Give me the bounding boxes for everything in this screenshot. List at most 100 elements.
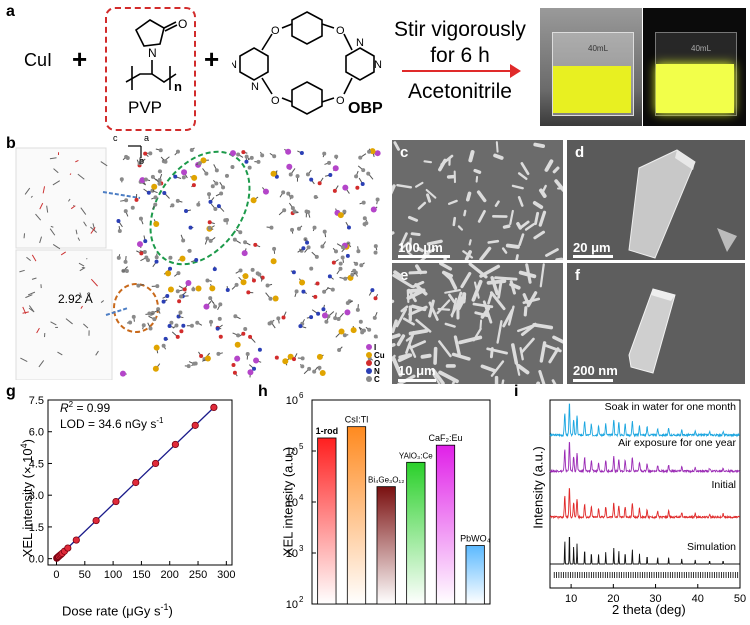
sem-crystal	[489, 347, 494, 359]
sem-c-scale: 100 μm	[398, 240, 443, 255]
g-xlabel: Dose rate (μGy s-1)	[62, 602, 173, 618]
sem-crystal	[416, 246, 424, 253]
sem-crystal	[552, 166, 560, 174]
atom	[291, 357, 296, 362]
atom	[320, 244, 325, 249]
atom	[167, 286, 174, 293]
inset-bond	[79, 292, 83, 298]
i-trace	[549, 403, 741, 438]
atom	[350, 327, 357, 334]
i-trace	[549, 488, 741, 520]
g-ytick-label: 0.0	[29, 554, 44, 566]
atom	[370, 206, 377, 213]
atom	[243, 240, 248, 245]
sem-crystal	[526, 291, 538, 308]
i-trace-label: Soak in water for one month	[605, 401, 736, 413]
sem-crystal	[480, 364, 497, 373]
atom	[175, 334, 180, 339]
svg-text:N: N	[232, 59, 237, 71]
atom	[153, 195, 158, 200]
sem-crystal	[496, 320, 503, 344]
atom	[216, 351, 221, 356]
sem-crystal	[539, 188, 547, 198]
inset-bond	[83, 323, 89, 329]
h-ytick-label: 10	[286, 548, 298, 560]
atom	[286, 163, 293, 170]
sem-crystal	[490, 291, 506, 311]
g-ylabel-end: )	[20, 438, 36, 444]
atom	[186, 364, 191, 369]
sem-crystal	[545, 248, 559, 257]
inset-bond	[52, 180, 60, 186]
atom	[250, 197, 257, 204]
inset-bond	[70, 205, 76, 210]
reaction-arrow-head	[510, 64, 521, 78]
h-ytick-exponent: 5	[299, 442, 304, 451]
g-xtick-label: 100	[104, 569, 122, 581]
h-bar	[317, 437, 337, 605]
sem-crystal	[555, 257, 563, 260]
sem-d-scalebar	[573, 255, 613, 258]
lod-annotation: LOD = 34.6 nGy s-1	[60, 416, 164, 431]
crystal-structure	[15, 145, 381, 380]
sem-crystal	[423, 160, 433, 164]
atom	[196, 202, 201, 207]
sem-crystal	[515, 254, 519, 260]
sem-f-label: f	[575, 267, 580, 284]
sem-crystal	[443, 254, 447, 260]
sem-crystal	[554, 179, 563, 192]
panel-i-label: i	[514, 383, 519, 400]
inset-bond	[75, 229, 78, 235]
sem-crystal	[520, 220, 530, 229]
atom	[350, 272, 355, 277]
legend-label: N	[374, 366, 380, 376]
pvp-structure: O N	[125, 17, 187, 90]
atom	[139, 177, 146, 184]
r2-symbol: R	[60, 401, 69, 415]
sem-panel-f: f 200 nm	[567, 263, 745, 384]
g-xtick-label: 300	[217, 569, 235, 581]
atom	[178, 310, 183, 315]
atom	[163, 159, 168, 164]
i-trace-label: Simulation	[687, 541, 736, 553]
inset-bond	[24, 187, 31, 195]
h-ytick-label: 10	[286, 395, 298, 407]
sem-crystal	[551, 379, 557, 384]
inset-bond	[27, 291, 36, 296]
atom	[282, 358, 289, 365]
inset-bond	[90, 278, 98, 287]
g-ytick-label: 7.5	[29, 395, 44, 407]
atom	[333, 316, 338, 321]
g-ytick-label: 1.5	[29, 522, 44, 534]
panel-a-label: a	[6, 3, 15, 20]
axis-b-label: b	[139, 156, 145, 166]
atom	[269, 320, 274, 325]
atom	[334, 154, 339, 159]
atom	[184, 209, 189, 214]
h-bar-label: YAlO₃:Ce	[399, 451, 433, 460]
sem-crystal	[522, 293, 530, 305]
inset-bond	[42, 186, 46, 194]
sem-crystal	[444, 289, 461, 294]
atom	[167, 323, 172, 328]
atom	[358, 155, 363, 160]
h-ytick-exponent: 2	[299, 595, 304, 604]
atom	[341, 245, 346, 250]
atom	[289, 194, 294, 199]
svg-text:N: N	[356, 37, 364, 49]
atom	[300, 364, 305, 369]
atom	[145, 258, 150, 263]
sem-crystal	[495, 141, 499, 153]
atom	[210, 184, 215, 189]
inset-bond	[100, 161, 108, 167]
atom	[157, 178, 162, 183]
h-bar-label: 1-rod	[316, 426, 339, 436]
atom	[257, 347, 262, 352]
legend-label: Cu	[374, 350, 385, 360]
atom	[232, 370, 237, 375]
atom	[236, 333, 241, 338]
inset-bond	[38, 360, 45, 368]
sem-crystal	[520, 322, 537, 337]
atom	[153, 221, 160, 228]
atom	[204, 355, 211, 362]
